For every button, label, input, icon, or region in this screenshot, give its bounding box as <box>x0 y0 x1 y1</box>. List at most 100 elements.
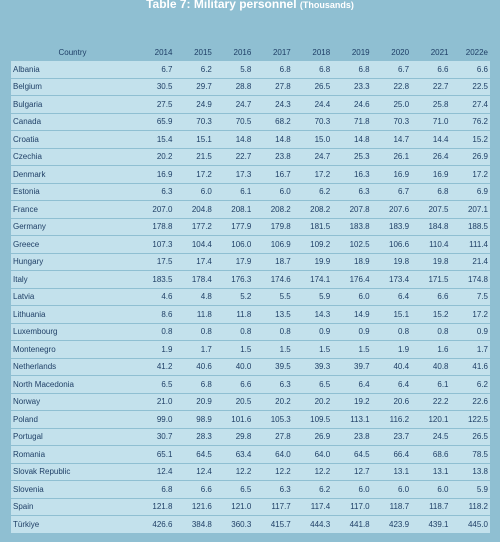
value-cell: 27.4 <box>450 96 490 113</box>
country-cell: Estonia <box>11 183 135 200</box>
value-cell: 13.1 <box>411 463 451 480</box>
country-cell: Luxembourg <box>11 323 135 340</box>
value-cell: 106.0 <box>213 236 254 253</box>
value-cell: 110.4 <box>411 236 451 253</box>
value-cell: 24.7 <box>292 148 333 165</box>
value-cell: 118.2 <box>450 498 490 515</box>
value-cell: 0.8 <box>253 323 293 340</box>
value-cell: 25.0 <box>371 96 412 113</box>
value-cell: 6.6 <box>411 61 451 78</box>
value-cell: 17.2 <box>174 166 214 183</box>
column-header: 2022e <box>465 48 488 57</box>
value-cell: 104.4 <box>174 236 214 253</box>
value-cell: 1.7 <box>450 341 490 358</box>
value-cell: 99.0 <box>135 411 175 428</box>
value-cell: 20.6 <box>371 393 412 410</box>
value-cell: 29.8 <box>213 428 254 445</box>
value-cell: 439.1 <box>411 516 451 533</box>
value-cell: 204.8 <box>174 201 214 218</box>
value-cell: 30.7 <box>135 428 175 445</box>
country-cell: Slovak Republic <box>11 463 135 480</box>
value-cell: 0.8 <box>371 323 412 340</box>
value-cell: 19.9 <box>292 253 333 270</box>
value-cell: 105.3 <box>253 411 293 428</box>
value-cell: 12.2 <box>292 463 333 480</box>
value-cell: 8.6 <box>135 306 175 323</box>
value-cell: 39.7 <box>332 358 372 375</box>
value-cell: 207.5 <box>411 201 451 218</box>
value-cell: 65.1 <box>135 446 175 463</box>
value-cell: 64.5 <box>332 446 372 463</box>
value-cell: 23.7 <box>371 428 412 445</box>
row: Türkiye 426.6 384.8 360.3 415.7 444.3 441.8 423… <box>11 516 490 533</box>
value-cell: 0.8 <box>135 323 175 340</box>
column-header: 2019 <box>351 48 370 57</box>
value-cell: 28.8 <box>213 78 254 95</box>
value-cell: 6.8 <box>292 61 333 78</box>
value-cell: 22.6 <box>450 393 490 410</box>
value-cell: 6.2 <box>292 183 333 200</box>
value-cell: 207.0 <box>135 201 175 218</box>
value-cell: 6.3 <box>253 481 293 498</box>
value-cell: 106.6 <box>371 236 412 253</box>
row: Lithuania 8.6 11.8 11.8 13.5 14.3 14.9 15.1 15.2… <box>11 306 490 323</box>
value-cell: 70.3 <box>371 113 412 130</box>
value-cell: 183.5 <box>135 271 175 288</box>
value-cell: 106.9 <box>253 236 293 253</box>
country-cell: Bulgaria <box>11 96 135 113</box>
column-header: 2020 <box>391 48 410 57</box>
value-cell: 207.6 <box>371 201 412 218</box>
value-cell: 6.0 <box>332 481 372 498</box>
value-cell: 14.4 <box>411 131 451 148</box>
value-cell: 39.3 <box>292 358 333 375</box>
value-cell: 29.7 <box>174 78 214 95</box>
value-cell: 121.0 <box>213 498 254 515</box>
value-cell: 0.9 <box>450 323 490 340</box>
value-cell: 64.5 <box>174 446 214 463</box>
country-cell: Germany <box>11 218 135 235</box>
value-cell: 14.3 <box>292 306 333 323</box>
value-cell: 117.4 <box>292 498 333 515</box>
value-cell: 22.7 <box>411 78 451 95</box>
value-cell: 117.0 <box>332 498 372 515</box>
value-cell: 15.4 <box>135 131 175 148</box>
country-cell: Canada <box>11 113 135 130</box>
value-cell: 109.2 <box>292 236 333 253</box>
column-header: 2017 <box>272 48 291 57</box>
value-cell: 441.8 <box>332 516 372 533</box>
value-cell: 1.5 <box>213 341 254 358</box>
value-cell: 17.5 <box>135 253 175 270</box>
value-cell: 17.2 <box>292 166 333 183</box>
country-cell: Croatia <box>11 131 135 148</box>
row: Albania 6.7 6.2 5.8 6.8 6.8 6.8 6.7 6.6 6.6 <box>11 61 490 78</box>
country-cell: Norway <box>11 393 135 410</box>
value-cell: 24.5 <box>411 428 451 445</box>
value-cell: 12.2 <box>213 463 254 480</box>
value-cell: 19.2 <box>332 393 372 410</box>
row: Belgium 30.5 29.7 28.8 27.8 26.5 23.3 22.8 22.7 2… <box>11 78 490 95</box>
value-cell: 20.9 <box>174 393 214 410</box>
value-cell: 6.8 <box>135 481 175 498</box>
row: Norway 21.0 20.9 20.5 20.2 20.2 19.2 20.6 22.2 22… <box>11 393 490 410</box>
value-cell: 6.0 <box>174 183 214 200</box>
unit: (Thousands) <box>299 0 354 10</box>
value-cell: 4.6 <box>135 288 175 305</box>
value-cell: 6.6 <box>174 481 214 498</box>
column-header: 2014 <box>154 48 173 57</box>
value-cell: 13.1 <box>371 463 412 480</box>
value-cell: 109.5 <box>292 411 333 428</box>
value-cell: 6.9 <box>450 183 490 200</box>
value-cell: 7.5 <box>450 288 490 305</box>
value-cell: 1.9 <box>371 341 412 358</box>
row: Italy 183.5 178.4 176.3 174.6 174.1 176.4 173.4… <box>11 271 490 288</box>
value-cell: 24.3 <box>253 96 293 113</box>
country-cell: Denmark <box>11 166 135 183</box>
table: Country 2014 2015 2016 2017 2018 2019 2020 2021 2… <box>11 44 490 534</box>
value-cell: 16.7 <box>253 166 293 183</box>
value-cell: 122.5 <box>450 411 490 428</box>
value-cell: 1.5 <box>292 341 333 358</box>
country-cell: Italy <box>11 271 135 288</box>
value-cell: 20.5 <box>213 393 254 410</box>
value-cell: 20.2 <box>135 148 175 165</box>
value-cell: 188.5 <box>450 218 490 235</box>
